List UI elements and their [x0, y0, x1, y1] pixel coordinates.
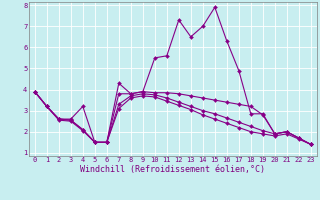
- X-axis label: Windchill (Refroidissement éolien,°C): Windchill (Refroidissement éolien,°C): [80, 165, 265, 174]
